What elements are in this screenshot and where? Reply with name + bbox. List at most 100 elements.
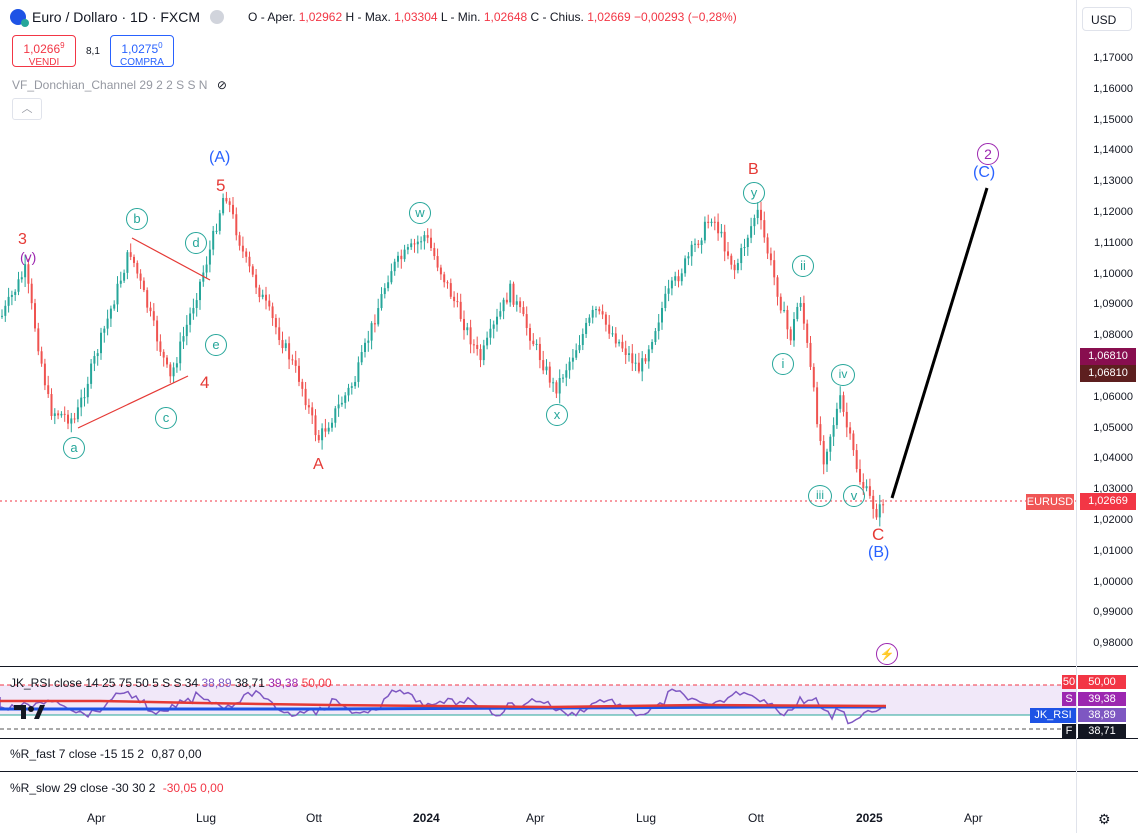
r-slow-legend[interactable]: %R_slow 29 close -30 30 2 -30,05 0,00 — [10, 781, 224, 795]
price-tick: 1,14000 — [1093, 144, 1133, 157]
candle-body — [166, 357, 168, 365]
r-slow-label: %R_slow — [10, 781, 61, 795]
rsi-tag-name: JK_RSI — [1030, 708, 1076, 723]
candle-body — [373, 323, 376, 325]
close-value: 1,02669 — [587, 10, 631, 24]
rsi-value-2: 38,71 — [234, 676, 265, 690]
candle-body — [354, 381, 357, 387]
candle-body — [766, 237, 769, 254]
candle-body — [129, 252, 132, 257]
candle-body — [301, 381, 304, 389]
candle-body — [364, 342, 366, 352]
candle-body — [245, 251, 248, 257]
candle-body — [37, 328, 40, 352]
candle-body — [317, 435, 320, 441]
price-axis[interactable]: 1,17000 1,16000 1,15000 1,14000 1,13000 1,120… — [1076, 0, 1138, 666]
price-tag-2: 1,06810 — [1080, 365, 1136, 382]
r-fast-value-2: 0,00 — [178, 747, 202, 761]
currency-select[interactable]: USD — [1082, 7, 1132, 31]
candle-body — [700, 240, 703, 246]
candle-body — [697, 243, 700, 246]
rsi-tag-name-value: 38,89 — [1078, 708, 1126, 722]
candle-body — [555, 382, 558, 394]
candle-body — [106, 318, 109, 329]
price-tag-1: 1,06810 — [1080, 348, 1136, 365]
time-label-2025: 2025 — [856, 811, 883, 825]
candle-body — [397, 255, 399, 262]
candle-body — [50, 394, 53, 416]
tradingview-logo-icon[interactable] — [12, 703, 46, 721]
candle-body — [139, 273, 142, 281]
wave-label-x: x — [546, 404, 568, 426]
candle-body — [235, 214, 238, 236]
candle-body — [799, 303, 802, 307]
symbol-header: Euro / Dollaro · 1D · FXCM O - Aper. 1,0… — [10, 9, 737, 27]
rsi-label: JK_RSI — [10, 676, 51, 690]
price-chart[interactable] — [0, 0, 1076, 666]
wave-label-d: d — [185, 232, 207, 254]
indicator-legend[interactable]: VF_Donchian_Channel 29 2 2 S S N ⊘ — [12, 78, 227, 92]
candle-body — [773, 260, 776, 278]
candle-body — [542, 360, 545, 371]
spread-value: 8,1 — [86, 46, 100, 57]
candle-body — [829, 436, 832, 452]
candle-body — [826, 451, 828, 465]
candle-body — [482, 345, 485, 361]
ohlc-values: O - Aper. 1,02962 H - Max. 1,03304 L - M… — [248, 10, 737, 24]
candle-body — [789, 329, 792, 341]
wave-label-w: w — [409, 202, 431, 224]
candle-body — [575, 350, 578, 358]
sell-price: 1,0266 — [23, 42, 61, 56]
candle-body — [205, 264, 208, 273]
rsi-legend[interactable]: JK_RSI close 14 25 75 50 5 S S 34 38,89 … — [10, 676, 332, 690]
collapse-legend-button[interactable]: ︿ — [12, 98, 42, 120]
candle-body — [545, 366, 548, 371]
candle-body — [156, 320, 159, 342]
candle-body — [839, 395, 842, 409]
candle-body — [149, 307, 152, 312]
rsi-tag-50-label: 50 — [1062, 675, 1076, 689]
time-label-lug-2023: Lug — [196, 811, 217, 825]
candle-body — [1, 315, 3, 317]
pane-separator-rslow[interactable] — [0, 771, 1138, 772]
hidden-eye-icon[interactable]: ⊘ — [216, 78, 227, 92]
sell-label: VENDI — [28, 57, 60, 68]
rsi-value-3: 39,38 — [268, 676, 299, 690]
pane-separator-rfast[interactable] — [0, 738, 1138, 739]
candle-body — [208, 249, 211, 265]
candle-body — [182, 336, 185, 342]
events-lightning-icon[interactable]: ⚡ — [876, 643, 898, 665]
candle-body — [852, 433, 855, 451]
rsi-pane[interactable] — [0, 667, 1076, 738]
candle-body — [123, 272, 126, 281]
candle-body — [274, 318, 277, 328]
candle-body — [307, 405, 310, 408]
candle-body — [248, 256, 251, 267]
candle-body — [146, 290, 149, 308]
buy-button[interactable]: 1,02750 COMPRA — [110, 35, 174, 68]
candle-body — [667, 288, 670, 294]
sell-button[interactable]: 1,02669 VENDI — [12, 35, 76, 68]
candle-body — [819, 424, 822, 442]
candle-body — [311, 407, 314, 416]
candle-body — [878, 504, 881, 518]
candle-body — [842, 395, 845, 412]
symbol-title[interactable]: Euro / Dollaro · 1D · FXCM — [32, 9, 201, 25]
candle-body — [265, 294, 267, 301]
r-fast-legend[interactable]: %R_fast 7 close -15 15 2 0,87 0,00 — [10, 747, 202, 761]
visibility-toggle-icon[interactable] — [210, 10, 225, 24]
candlestick-chart[interactable] — [0, 0, 1076, 666]
candle-body — [331, 422, 333, 428]
candle-body — [426, 235, 429, 238]
candle-body — [218, 213, 221, 231]
settings-gear-icon[interactable]: ⚙ — [1098, 811, 1111, 827]
candle-body — [17, 279, 20, 292]
rsi-tag-50-value: 50,00 — [1078, 675, 1126, 689]
candle-body — [690, 244, 693, 257]
candle-body — [53, 413, 56, 416]
candle-body — [812, 366, 815, 388]
wave-label-iii: iii — [808, 485, 832, 507]
candle-body — [845, 411, 848, 428]
pane-separator-rsi[interactable] — [0, 666, 1138, 667]
candle-body — [822, 441, 825, 465]
